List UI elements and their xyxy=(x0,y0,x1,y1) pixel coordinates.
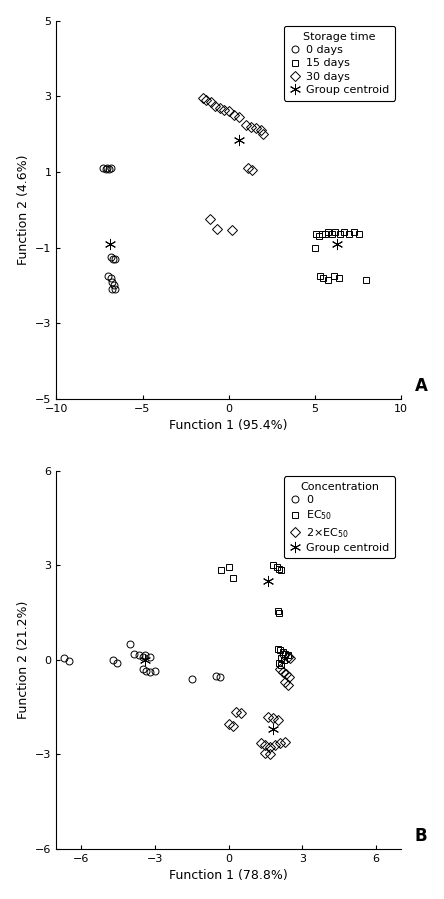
Text: B: B xyxy=(414,827,427,845)
Legend: 0 days, 15 days, 30 days, Group centroid: 0 days, 15 days, 30 days, Group centroid xyxy=(284,26,395,101)
Y-axis label: Function 2 (4.6%): Function 2 (4.6%) xyxy=(17,155,30,265)
Y-axis label: Function 2 (21.2%): Function 2 (21.2%) xyxy=(17,601,30,719)
Text: A: A xyxy=(414,377,427,395)
Legend: 0, EC$_{50}$, 2×EC$_{50}$, Group centroid: 0, EC$_{50}$, 2×EC$_{50}$, Group centroi… xyxy=(284,476,395,558)
X-axis label: Function 1 (78.8%): Function 1 (78.8%) xyxy=(169,869,288,882)
X-axis label: Function 1 (95.4%): Function 1 (95.4%) xyxy=(169,419,288,432)
